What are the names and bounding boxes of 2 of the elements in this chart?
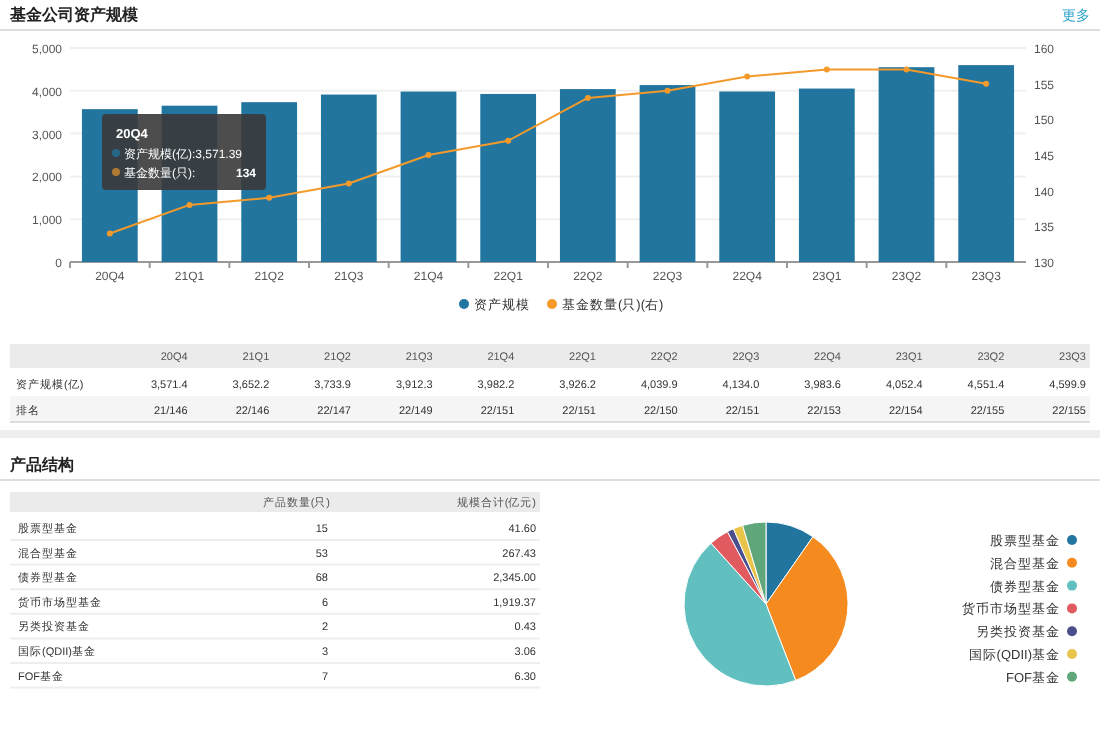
chart-title: 基金公司资产规模 [8, 6, 140, 24]
text: 产品结构 [8, 456, 74, 474]
